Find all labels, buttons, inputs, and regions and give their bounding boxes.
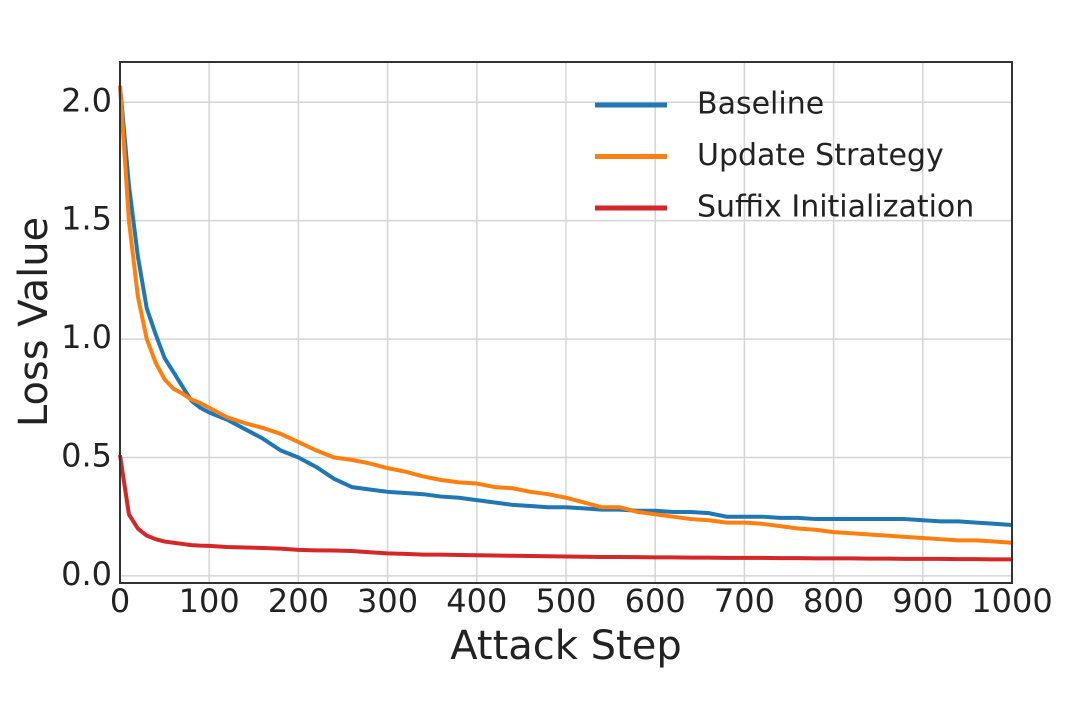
y-tick-label: 0.0 bbox=[61, 555, 112, 593]
x-tick-label: 100 bbox=[179, 582, 240, 620]
line-series bbox=[118, 85, 1013, 527]
legend-label: Update Strategy bbox=[697, 138, 944, 173]
y-tick-label: 0.5 bbox=[61, 436, 112, 474]
plot-frame bbox=[119, 61, 1013, 584]
x-tick-label: 300 bbox=[357, 582, 418, 620]
legend-label: Baseline bbox=[697, 87, 824, 122]
x-tick-label: 500 bbox=[535, 582, 596, 620]
y-tick-label: 2.0 bbox=[61, 81, 112, 119]
x-tick-label: 900 bbox=[892, 582, 953, 620]
line-series bbox=[118, 85, 1013, 545]
legend-label: Suffix Initialization bbox=[697, 190, 974, 225]
x-tick-label: 800 bbox=[803, 582, 864, 620]
y-tick-label: 1.0 bbox=[61, 318, 112, 356]
x-tick-label: 200 bbox=[268, 582, 329, 620]
y-axis-label: Loss Value bbox=[11, 217, 57, 427]
x-tick-label: 0 bbox=[110, 582, 130, 620]
x-axis-label: Attack Step bbox=[450, 623, 681, 669]
x-tick-label: 400 bbox=[446, 582, 507, 620]
y-tick-label: 1.5 bbox=[61, 200, 112, 238]
x-tick-label: 1000 bbox=[971, 582, 1052, 620]
line-series bbox=[118, 454, 1012, 562]
x-tick-label: 600 bbox=[625, 582, 686, 620]
x-tick-label: 700 bbox=[714, 582, 775, 620]
